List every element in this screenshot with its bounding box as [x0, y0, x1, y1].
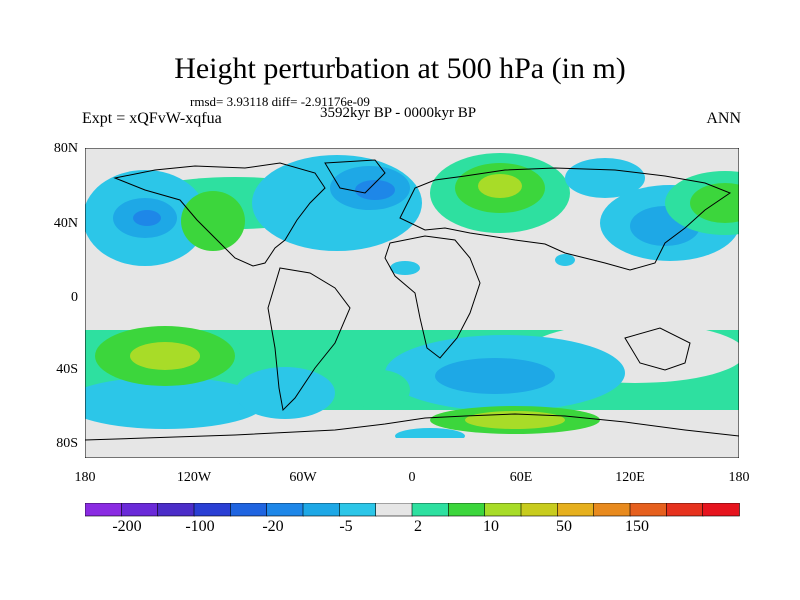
coastline-layer: [85, 159, 739, 441]
colorbar-swatch: [266, 503, 304, 517]
season-label: ANN: [706, 110, 741, 127]
lon-tick-label: 180: [74, 470, 96, 485]
lat-tick-label: 40N: [53, 216, 78, 231]
colorbar-swatch: [193, 503, 232, 517]
colorbar-label: -5: [339, 518, 353, 535]
colorbar-swatch: [666, 503, 704, 517]
colorbar-swatch: [157, 503, 195, 517]
map-title: Height perturbation at 500 hPa (in m): [174, 52, 626, 85]
colorbar-swatch: [520, 503, 559, 517]
period-label: 3592kyr BP - 0000kyr BP: [320, 105, 477, 121]
coastline-greenland: [324, 159, 386, 194]
colorbar-label: -20: [262, 518, 284, 535]
lon-tick-label: 60E: [509, 470, 533, 485]
lon-tick-label: 0: [408, 470, 416, 485]
coastline-australia: [624, 327, 691, 371]
statistics-label: rmsd= 3.93118 diff= -2.91176e-09: [190, 94, 370, 109]
colorbar-swatch: [702, 503, 740, 517]
colorbar-label: 50: [556, 518, 572, 535]
coastline-north-america: [113, 162, 326, 267]
colorbar-swatch: [302, 503, 341, 517]
colorbar-swatch: [230, 503, 268, 517]
lat-tick-label: 80N: [53, 141, 78, 156]
colorbar-label: -200: [112, 518, 142, 535]
colorbar-swatch: [448, 503, 486, 517]
colorbar-swatch: [593, 503, 631, 517]
coastline-eurasia: [399, 167, 732, 271]
region-s-pacific-neg: [85, 377, 265, 429]
lon-tick-label: 180: [728, 470, 750, 485]
colorbar-label: -100: [185, 518, 215, 535]
colorbar-swatch: [557, 503, 595, 517]
colorbar-label: 150: [625, 518, 649, 535]
coastline-south-america: [267, 267, 351, 412]
colorbar-label: 2: [414, 518, 422, 535]
coastline-antarctica: [85, 413, 739, 441]
colorbar-swatch: [339, 503, 377, 517]
lon-tick-label: 120W: [176, 470, 212, 485]
experiment-label: Expt = xQFvW-xqfua: [82, 110, 222, 127]
colorbar-swatch: [375, 503, 413, 517]
colorbar-swatch: [484, 503, 522, 517]
colorbar-swatch: [411, 503, 450, 517]
lon-tick-label: 120E: [615, 470, 645, 485]
colorbar-swatch: [85, 503, 123, 517]
colorbar-swatch: [629, 503, 668, 517]
colorbar-swatch: [121, 503, 159, 517]
contour-map: [85, 148, 739, 458]
region-nw-america-pos: [181, 191, 245, 251]
lon-tick-label: 60W: [289, 470, 317, 485]
coastline-africa: [384, 235, 481, 359]
colorbar-label: 10: [483, 518, 499, 535]
lat-tick-label: 40S: [56, 362, 78, 377]
lat-tick-label: 80S: [56, 436, 78, 451]
lat-tick-label: 0: [71, 290, 78, 305]
colorbar: [85, 503, 740, 517]
